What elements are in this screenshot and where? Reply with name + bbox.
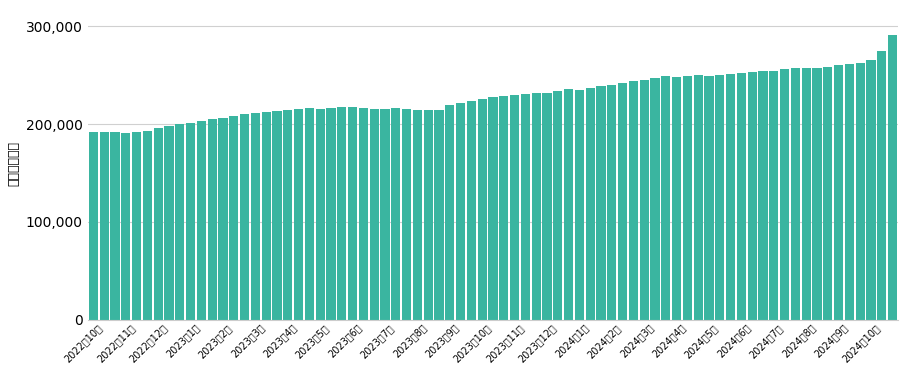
Bar — [434, 109, 443, 319]
Bar — [316, 109, 325, 319]
Bar — [294, 109, 303, 319]
Bar — [305, 108, 314, 319]
Bar — [165, 126, 174, 319]
Bar — [575, 90, 584, 319]
Bar — [240, 114, 249, 319]
Bar — [542, 93, 552, 319]
Bar — [283, 111, 292, 319]
Bar — [121, 133, 130, 319]
Bar — [197, 121, 206, 319]
Bar — [338, 106, 347, 319]
Bar — [640, 80, 649, 319]
Bar — [531, 93, 541, 319]
Bar — [176, 124, 185, 319]
Bar — [218, 118, 228, 319]
Bar — [586, 88, 595, 319]
Bar — [89, 132, 98, 319]
Bar — [704, 76, 714, 319]
Bar — [888, 35, 897, 319]
Bar — [478, 99, 487, 319]
Bar — [618, 83, 627, 319]
Bar — [877, 51, 886, 319]
Bar — [802, 69, 811, 319]
Bar — [327, 108, 336, 319]
Bar — [413, 109, 422, 319]
Bar — [207, 119, 217, 319]
Bar — [143, 131, 152, 319]
Bar — [726, 74, 735, 319]
Bar — [359, 108, 368, 319]
Bar — [683, 76, 692, 319]
Bar — [748, 72, 757, 319]
Bar — [251, 114, 260, 319]
Bar — [824, 66, 833, 319]
Bar — [672, 77, 681, 319]
Bar — [402, 109, 411, 319]
Bar — [424, 109, 433, 319]
Bar — [813, 68, 822, 319]
Bar — [715, 75, 724, 319]
Bar — [596, 86, 605, 319]
Bar — [456, 103, 465, 319]
Bar — [693, 75, 703, 319]
Bar — [564, 89, 573, 319]
Bar — [780, 69, 789, 319]
Bar — [262, 112, 271, 319]
Bar — [553, 91, 562, 319]
Bar — [866, 60, 876, 319]
Bar — [229, 116, 238, 319]
Bar — [154, 128, 163, 319]
Bar — [758, 72, 767, 319]
Bar — [500, 96, 509, 319]
Bar — [110, 132, 119, 319]
Bar — [510, 95, 519, 319]
Bar — [369, 109, 379, 319]
Bar — [380, 109, 390, 319]
Bar — [737, 73, 746, 319]
Bar — [651, 78, 660, 319]
Bar — [186, 123, 195, 319]
Bar — [348, 106, 357, 319]
Bar — [391, 108, 400, 319]
Y-axis label: 求人数（件）: 求人数（件） — [7, 141, 20, 186]
Bar — [845, 63, 854, 319]
Bar — [521, 94, 530, 319]
Bar — [791, 69, 800, 319]
Bar — [132, 132, 141, 319]
Bar — [467, 101, 476, 319]
Bar — [272, 111, 281, 319]
Bar — [769, 72, 778, 319]
Bar — [607, 85, 616, 319]
Bar — [489, 97, 498, 319]
Bar — [834, 65, 843, 319]
Bar — [100, 132, 109, 319]
Bar — [662, 76, 671, 319]
Bar — [445, 105, 454, 319]
Bar — [629, 81, 638, 319]
Bar — [855, 63, 865, 319]
